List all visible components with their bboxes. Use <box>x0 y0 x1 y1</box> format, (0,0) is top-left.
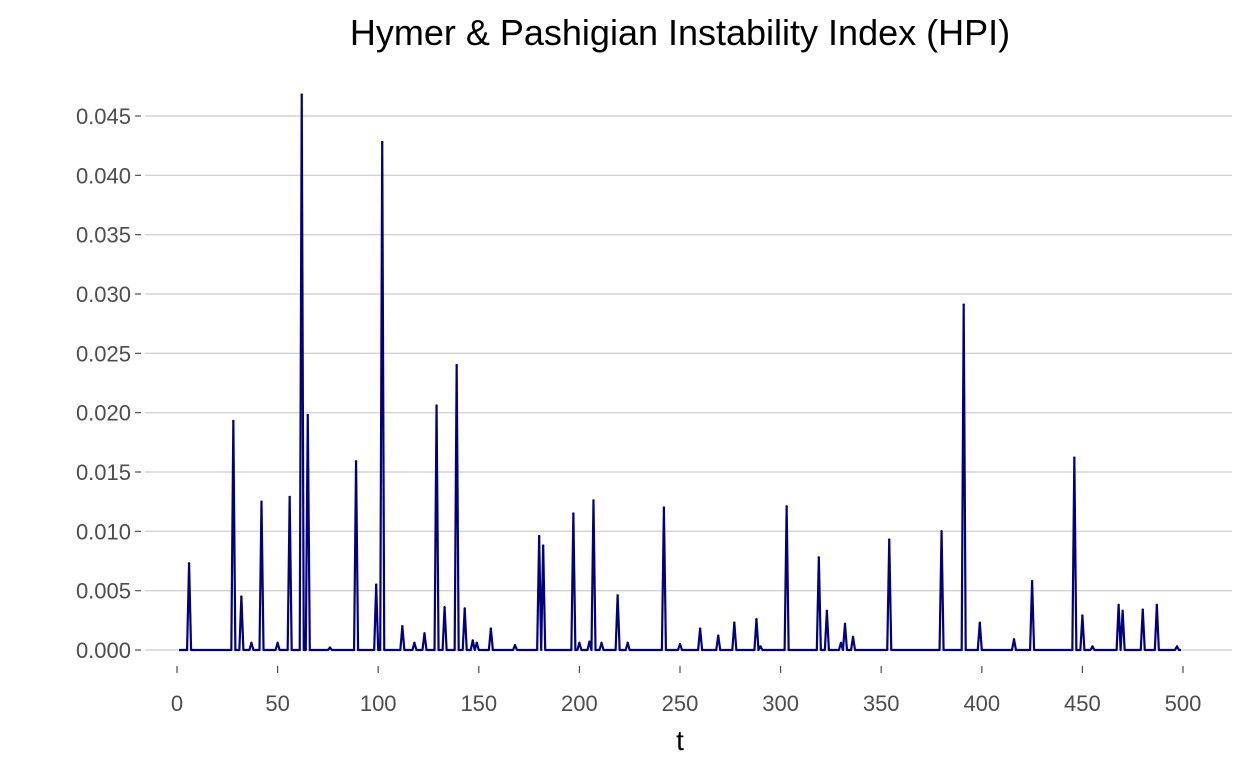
peak-point-37 <box>733 621 736 624</box>
peak-point-7 <box>300 93 303 96</box>
peak-point-28 <box>588 640 591 643</box>
x-tick-label-2: 100 <box>360 691 397 716</box>
x-tick-label-3: 150 <box>460 691 497 716</box>
x-tick-label-5: 250 <box>662 691 699 716</box>
hpi-series-line <box>179 93 1181 652</box>
peak-point-53 <box>1081 614 1084 617</box>
x-tick-label-6: 300 <box>762 691 799 716</box>
x-axis-title: t <box>676 725 684 756</box>
peak-point-10 <box>354 460 358 463</box>
peak-point-42 <box>825 609 829 613</box>
x-tick-label-0: 0 <box>171 691 183 716</box>
peak-point-48 <box>962 303 965 306</box>
peak-point-14 <box>413 641 416 645</box>
peak-point-26 <box>572 512 575 515</box>
x-tick-label-1: 50 <box>265 691 289 716</box>
grid-lines <box>145 115 1232 651</box>
peak-point-56 <box>1121 609 1124 613</box>
peak-point-55 <box>1117 603 1120 607</box>
peak-point-49 <box>978 621 981 624</box>
peak-point-2 <box>240 595 243 598</box>
y-tick-label-0: 0.000 <box>76 638 131 663</box>
peak-point-16 <box>435 404 438 407</box>
y-tick-label-3: 0.015 <box>76 460 131 485</box>
peak-point-23 <box>513 644 517 647</box>
peak-point-54 <box>1091 645 1094 648</box>
x-tick-label-9: 450 <box>1064 691 1101 716</box>
y-tick-label-1: 0.005 <box>76 579 131 604</box>
peak-point-32 <box>626 641 629 645</box>
y-tick-label-6: 0.030 <box>76 282 131 307</box>
peak-point-31 <box>616 594 619 597</box>
y-tick-label-5: 0.025 <box>76 341 131 366</box>
x-tick-label-10: 500 <box>1165 691 1202 716</box>
y-axis-ticks: 0.000 0.005 0.010 0.015 0.020 0.025 0.030 0.035… <box>76 104 141 663</box>
peak-point-29 <box>592 499 595 502</box>
x-tick-label-7: 350 <box>863 691 900 716</box>
peak-point-18 <box>455 364 458 367</box>
peak-point-41 <box>817 556 821 559</box>
series-layer <box>179 93 1181 652</box>
peak-point-9 <box>328 646 332 649</box>
peak-point-22 <box>489 627 493 630</box>
peak-point-27 <box>578 641 581 645</box>
peak-point-21 <box>475 641 478 645</box>
peak-point-17 <box>443 606 446 609</box>
peak-point-5 <box>276 641 279 645</box>
peak-point-12 <box>381 140 384 144</box>
peak-point-11 <box>374 583 378 586</box>
peak-point-39 <box>759 645 762 648</box>
peak-point-47 <box>940 530 943 533</box>
peak-point-51 <box>1030 579 1034 583</box>
peak-point-1 <box>232 419 235 423</box>
chart-title: Hymer & Pashigian Instability Index (HPI… <box>350 12 1010 53</box>
peak-point-57 <box>1141 608 1144 611</box>
peak-point-38 <box>755 617 758 621</box>
peak-point-3 <box>250 641 253 645</box>
peak-point-35 <box>698 627 702 630</box>
peak-point-8 <box>306 413 309 417</box>
peak-point-6 <box>288 495 291 499</box>
peak-point-4 <box>260 500 263 503</box>
peak-point-46 <box>888 538 891 541</box>
peak-point-20 <box>471 639 474 642</box>
peak-point-13 <box>401 625 404 628</box>
peak-point-36 <box>717 634 720 637</box>
y-tick-label-2: 0.010 <box>76 519 131 544</box>
peak-point-40 <box>785 505 788 508</box>
y-tick-label-8: 0.040 <box>76 163 131 188</box>
peak-point-45 <box>851 635 855 639</box>
peak-point-44 <box>843 622 847 626</box>
peak-point-50 <box>1012 638 1016 641</box>
peak-point-34 <box>678 642 682 646</box>
peak-point-59 <box>1175 645 1179 648</box>
peak-point-19 <box>463 607 466 610</box>
peak-point-43 <box>839 641 843 645</box>
peak-point-30 <box>600 641 603 645</box>
y-tick-label-4: 0.020 <box>76 401 131 426</box>
x-tick-label-4: 200 <box>561 691 598 716</box>
x-axis-ticks: 0 50 100 150 200 250 300 350 400 450 500 <box>171 666 1201 716</box>
peak-point-15 <box>423 632 426 635</box>
peak-point-58 <box>1155 603 1159 607</box>
peak-point-33 <box>662 506 666 509</box>
peak-point-25 <box>541 544 545 547</box>
peak-point-0 <box>187 562 191 565</box>
peak-point-52 <box>1073 456 1076 459</box>
peak-point-24 <box>537 534 541 538</box>
y-tick-label-9: 0.045 <box>76 104 131 129</box>
y-tick-label-7: 0.035 <box>76 223 131 248</box>
x-tick-label-8: 400 <box>963 691 1000 716</box>
